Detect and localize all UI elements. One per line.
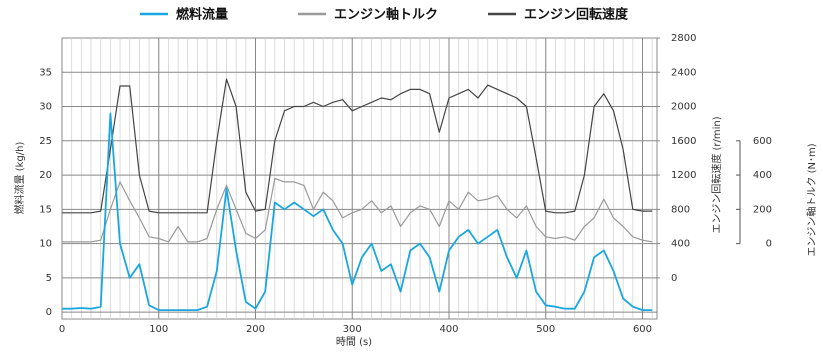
x-tick-label: 0 [59, 324, 65, 335]
legend-label: エンジン回転速度 [524, 7, 629, 23]
y-tick-label: 5 [46, 273, 52, 284]
y-tick-label: 10 [39, 239, 52, 250]
y2-tick-label: 800 [671, 204, 690, 215]
y-tick-label: 15 [39, 204, 52, 215]
x-tick-label: 100 [149, 324, 168, 335]
y2-tick-label: 1200 [671, 170, 696, 181]
y-axis-title: 燃料流量 (kg/h) [13, 141, 26, 214]
x-tick-label: 600 [633, 324, 652, 335]
y2-axis-title: エンジン回転速度 (r/min) [710, 116, 723, 233]
x-tick-label: 200 [246, 324, 265, 335]
y-tick-label: 0 [46, 307, 52, 318]
y3-tick-label: 0 [766, 239, 772, 250]
y2-tick-label: 2400 [671, 67, 696, 78]
y-tick-label: 35 [39, 67, 52, 78]
x-axis-title: 時間 (s) [336, 336, 372, 348]
y2-tick-label: 1600 [671, 136, 696, 147]
legend-label: エンジン軸トルク [334, 7, 438, 23]
series-line [62, 112, 653, 311]
series-line [62, 78, 653, 214]
y-tick-label: 25 [39, 136, 52, 147]
x-tick-label: 400 [439, 324, 458, 335]
y2-tick-label: 0 [671, 273, 677, 284]
y-tick-label: 30 [39, 102, 52, 113]
legend-label: 燃料流量 [176, 7, 228, 23]
x-tick-label: 500 [536, 324, 555, 335]
y3-tick-label: 600 [753, 136, 772, 147]
plot-background [61, 37, 658, 320]
y3-tick-label: 400 [753, 170, 772, 181]
y2-tick-label: 2000 [671, 102, 696, 113]
y2-tick-label: 2800 [671, 33, 696, 44]
x-tick-label: 300 [343, 324, 362, 335]
y3-tick-label: 200 [753, 204, 772, 215]
y2-tick-label: 400 [671, 239, 690, 250]
y3-axis-title: エンジン軸トルク (N･m) [805, 143, 818, 256]
y-tick-label: 20 [39, 170, 52, 181]
series-line [62, 177, 653, 243]
